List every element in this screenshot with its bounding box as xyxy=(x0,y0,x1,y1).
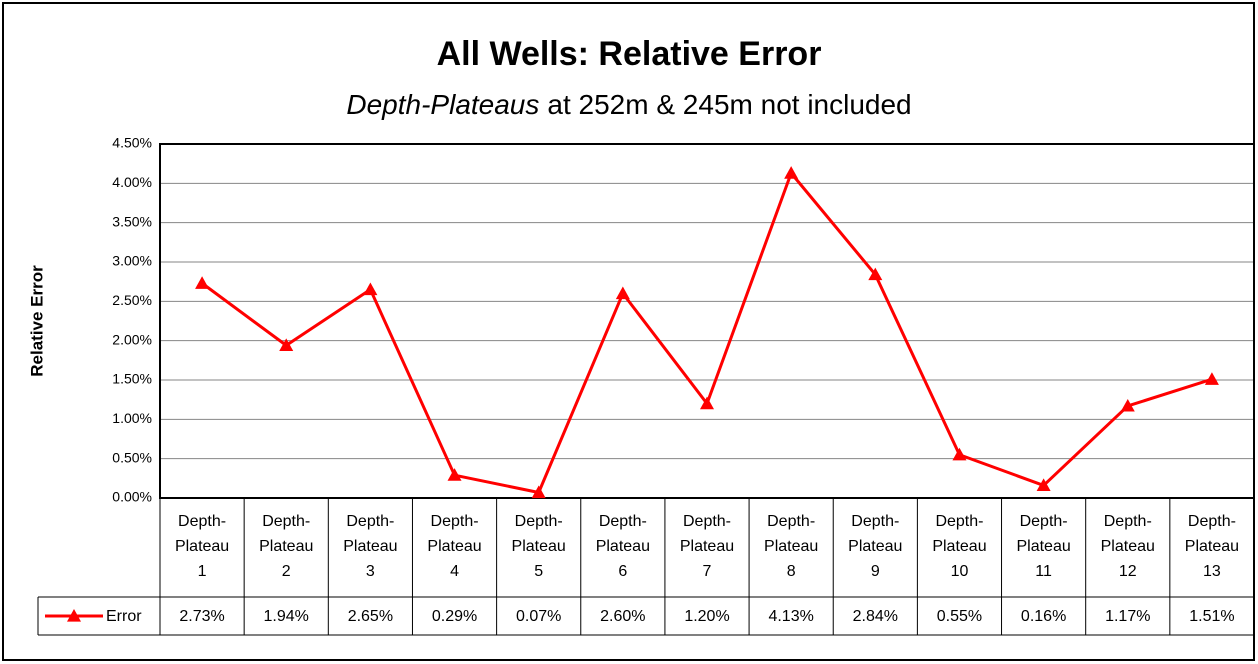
x-tick-label: Depth- Plateau 2 xyxy=(259,513,313,580)
x-tick-label: Depth- Plateau 11 xyxy=(1016,513,1070,580)
x-tick-label: Depth- Plateau 3 xyxy=(343,513,397,580)
marker xyxy=(447,468,462,481)
plot-border xyxy=(159,143,1255,499)
x-tick-line: 6 xyxy=(618,563,627,580)
x-tick-line: Plateau xyxy=(764,538,818,555)
x-tick-line: 10 xyxy=(951,563,969,580)
data-table-value: 0.55% xyxy=(937,608,982,625)
x-tick-line: Depth- xyxy=(1104,513,1152,530)
x-tick-line: Depth- xyxy=(346,513,394,530)
y-tick-label: 2.00% xyxy=(112,331,152,347)
y-tick-label: 1.50% xyxy=(112,371,152,387)
x-tick-line: 5 xyxy=(534,563,543,580)
chart-title: All Wells: Relative Error xyxy=(437,35,822,73)
data-table-value: 2.73% xyxy=(179,608,224,625)
x-tick-label: Depth- Plateau 1 xyxy=(175,513,229,580)
x-tick-line: 2 xyxy=(282,563,291,580)
y-tick-label: 4.50% xyxy=(112,135,152,151)
data-table-value: 1.17% xyxy=(1105,608,1150,625)
x-tick-label: Depth- Plateau 9 xyxy=(848,513,902,580)
data-table-value: 0.16% xyxy=(1021,608,1066,625)
x-tick-line: 13 xyxy=(1203,563,1221,580)
x-tick-line: Plateau xyxy=(512,538,566,555)
x-tick-line: Depth- xyxy=(1188,513,1236,530)
x-tick-label: Depth- Plateau 5 xyxy=(512,513,566,580)
marker xyxy=(363,282,378,296)
marker xyxy=(700,396,714,410)
x-tick-line: 9 xyxy=(871,563,880,580)
x-tick-line: Plateau xyxy=(680,538,734,555)
y-tick-label: 2.50% xyxy=(112,292,152,308)
x-tick-label: Depth- Plateau 13 xyxy=(1185,513,1239,580)
y-tick-label: 1.00% xyxy=(112,410,152,426)
x-tick-label: Depth- Plateau 8 xyxy=(764,513,818,580)
x-tick-line: Plateau xyxy=(1185,538,1239,555)
x-tick-line: Depth- xyxy=(178,513,226,530)
y-tick-label: 0.00% xyxy=(112,489,152,505)
x-tick-line: Plateau xyxy=(848,538,902,555)
x-tick-line: Depth- xyxy=(599,513,647,530)
y-tick-label: 3.50% xyxy=(112,213,152,229)
x-tick-line: Plateau xyxy=(427,538,481,555)
x-tick-label: Depth- Plateau 12 xyxy=(1101,513,1155,580)
x-tick-line: Depth- xyxy=(851,513,899,530)
x-tick-line: Depth- xyxy=(683,513,731,530)
x-tick-line: Plateau xyxy=(1101,538,1155,555)
x-tick-line: Depth- xyxy=(767,513,815,530)
marker xyxy=(952,447,967,461)
x-tick-line: 4 xyxy=(450,563,459,580)
y-tick-label: 0.50% xyxy=(112,449,152,465)
subtitle-rest: at 252m & 245m not included xyxy=(547,89,911,120)
data-table-value: 1.51% xyxy=(1189,608,1234,625)
marker xyxy=(784,166,799,179)
chart-subtitle: Depth-Plateaus at 252m & 245m not include… xyxy=(346,89,911,120)
x-tick-label: Depth- Plateau 10 xyxy=(932,513,986,580)
y-tick-label: 4.00% xyxy=(112,174,152,190)
marker xyxy=(531,485,546,499)
x-tick-line: 1 xyxy=(198,563,207,580)
x-tick-label: Depth- Plateau 7 xyxy=(680,513,734,580)
x-tick-line: Plateau xyxy=(343,538,397,555)
marker xyxy=(615,286,630,300)
subtitle-emphasis: Depth-Plateaus xyxy=(346,89,539,120)
y-tick-label: 3.00% xyxy=(112,253,152,269)
x-tick-line: Depth- xyxy=(935,513,983,530)
data-table-value: 0.29% xyxy=(432,608,477,625)
x-tick-line: Plateau xyxy=(1016,538,1070,555)
marker xyxy=(1120,398,1135,412)
data-table-value: 4.13% xyxy=(768,608,813,625)
marker xyxy=(195,276,210,289)
x-tick-line: Plateau xyxy=(596,538,650,555)
data-table-value: 1.20% xyxy=(684,608,729,625)
x-tick-line: 3 xyxy=(366,563,375,580)
x-tick-line: Depth- xyxy=(431,513,479,530)
data-table-value: 2.65% xyxy=(348,608,393,625)
y-axis-title: Relative Error xyxy=(27,265,46,377)
legend-marker xyxy=(67,609,81,622)
data-table-value: 1.94% xyxy=(264,608,309,625)
x-tick-line: Depth- xyxy=(515,513,563,530)
x-tick-line: 8 xyxy=(787,563,796,580)
x-tick-line: Plateau xyxy=(259,538,313,555)
x-tick-line: Plateau xyxy=(175,538,229,555)
x-tick-line: Depth- xyxy=(262,513,310,530)
marker xyxy=(1036,478,1051,492)
x-tick-line: 7 xyxy=(703,563,712,580)
x-tick-line: 12 xyxy=(1119,563,1137,580)
x-tick-line: Plateau xyxy=(932,538,986,555)
x-tick-line: Depth- xyxy=(1020,513,1068,530)
marker xyxy=(279,338,294,351)
x-tick-line: 11 xyxy=(1035,563,1052,580)
x-tick-label: Depth- Plateau 6 xyxy=(596,513,650,580)
marker xyxy=(1204,372,1219,385)
data-table-value: 2.84% xyxy=(853,608,898,625)
marker xyxy=(868,267,883,281)
data-table-value: 0.07% xyxy=(516,608,561,625)
data-table-value: 2.60% xyxy=(600,608,645,625)
x-tick-label: Depth- Plateau 4 xyxy=(427,513,481,580)
legend-label: Error xyxy=(106,608,142,625)
